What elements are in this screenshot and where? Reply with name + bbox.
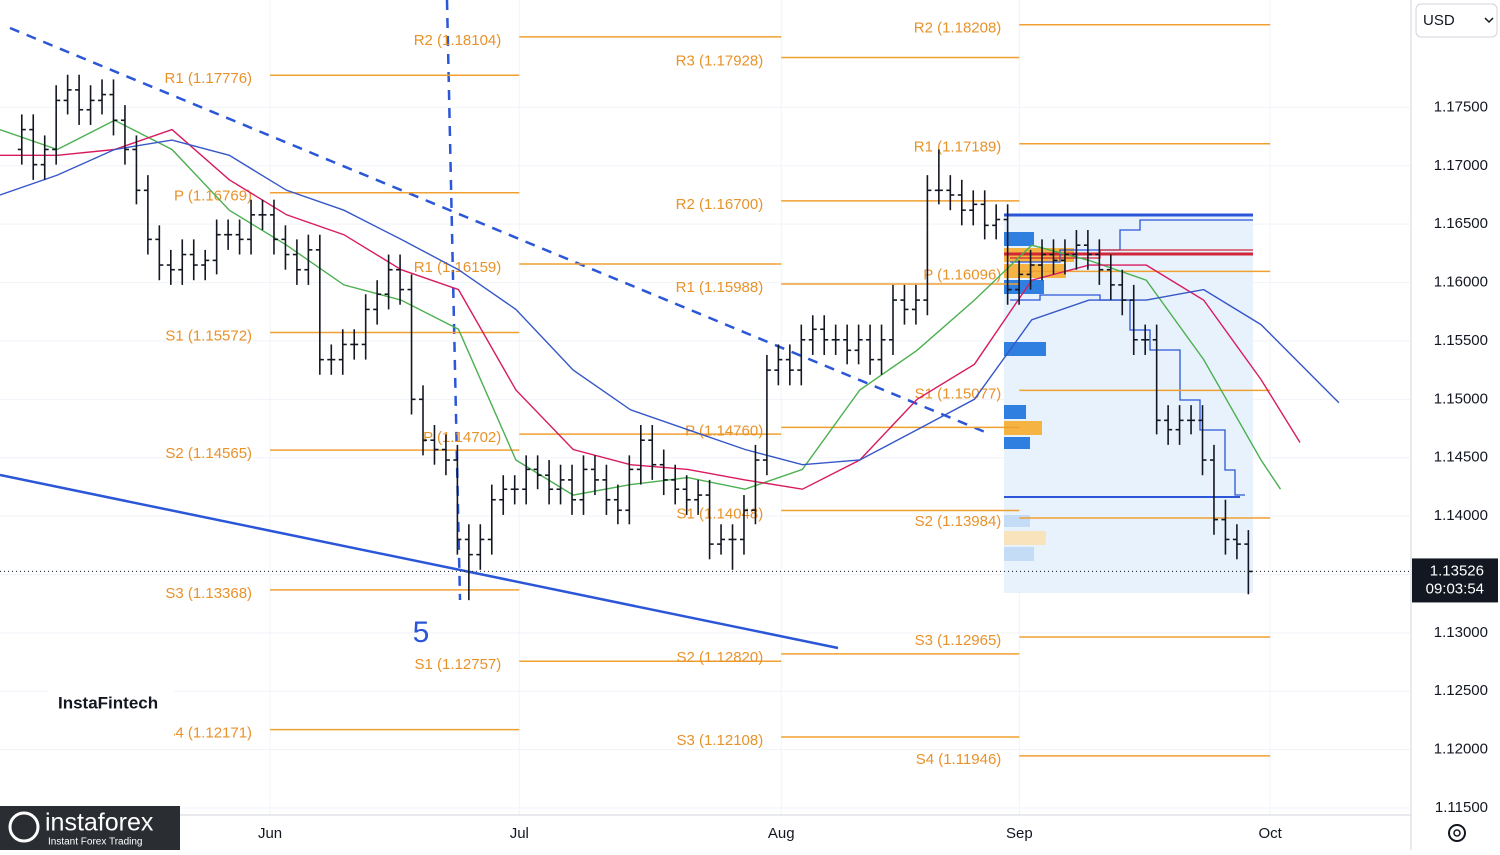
axes: 1.115001.120001.125001.130001.135001.140…: [0, 98, 1498, 842]
price-axis-panel: [1411, 0, 1500, 850]
profile-bar: [1004, 547, 1034, 561]
trend-line: [9, 26, 986, 434]
pivot-label: P (1.16096): [923, 266, 1001, 283]
currency-select[interactable]: USD: [1415, 3, 1498, 38]
pivot-label: S3 (1.13368): [165, 585, 252, 602]
x-tick-label: Aug: [768, 825, 795, 842]
logo-tagline: Instant Forex Trading: [48, 837, 143, 848]
y-tick-label: 1.11500: [1435, 799, 1488, 816]
pivots: R1 (1.17776) P (1.16769) S1 (1.15572) S2 (1…: [165, 20, 1271, 768]
profile-step: [1010, 294, 1245, 496]
pivot-label: S2 (1.12820): [676, 649, 763, 666]
pivot-label: P (1.14702): [423, 429, 501, 446]
x-tick-label: Jul: [510, 825, 529, 842]
watermark: InstaFintech: [58, 693, 158, 712]
pivot-label: R1 (1.17776): [165, 70, 253, 87]
y-tick-label: 1.16500: [1434, 215, 1488, 232]
pivot-label: R2 (1.18208): [914, 20, 1002, 37]
y-tick-label: 1.17000: [1434, 157, 1488, 174]
pivot-label: R1 (1.17189): [914, 139, 1002, 156]
wave-label: 5: [413, 616, 430, 649]
currency-label[interactable]: USD: [1423, 12, 1455, 29]
profile-bar: [1004, 342, 1046, 356]
pivot-label: S4 (1.12171): [165, 725, 252, 742]
pivot-label: S2 (1.13984): [915, 513, 1002, 530]
moving-average: [0, 139, 1340, 466]
pivot-label: R2 (1.16700): [676, 196, 764, 213]
countdown: 09:03:54: [1426, 580, 1484, 597]
last-price-box: [1412, 558, 1498, 603]
y-tick-label: 1.17500: [1434, 98, 1488, 115]
chevron[interactable]: [1484, 17, 1494, 24]
y-tick-label: 1.13000: [1434, 624, 1488, 641]
pivot-label: R1 (1.16159): [414, 259, 502, 276]
y-tick-label: 1.12500: [1434, 682, 1488, 699]
pivot-label: P (1.14760): [685, 422, 763, 439]
logo-name: instaforex: [45, 809, 154, 837]
y-tick-label: 1.14000: [1434, 507, 1488, 524]
currency-box[interactable]: [1415, 3, 1498, 38]
pivot-label: S1 (1.12757): [415, 656, 502, 673]
settings-button[interactable]: [1448, 824, 1466, 842]
watermark-box: [48, 668, 174, 740]
profile-bar: [1004, 437, 1030, 449]
y-tick-label: 1.12000: [1434, 741, 1488, 758]
x-tick-label: Oct: [1258, 825, 1282, 842]
last-price-label: 1.13526: [1430, 562, 1484, 579]
profile-bar: [1004, 405, 1026, 419]
profile-step: [1010, 219, 1253, 263]
pivot-label: S1 (1.15572): [165, 328, 252, 345]
profile-bar: [1004, 421, 1042, 435]
y-tick-label: 1.15000: [1434, 390, 1488, 407]
pivot-label: S2 (1.14565): [165, 445, 252, 462]
profile-bar: [1004, 515, 1030, 527]
x-tick-label: Sep: [1006, 825, 1033, 842]
pivot-label: S4 (1.11946): [916, 751, 1002, 768]
pivot-label: P (1.16769): [174, 188, 252, 205]
profile-bar: [1004, 232, 1034, 246]
profile-bar: [1004, 531, 1046, 545]
y-tick-label: 1.14500: [1434, 449, 1488, 466]
pivot-label: R3 (1.17928): [676, 52, 764, 69]
pivot-label: R2 (1.18104): [414, 32, 502, 49]
pivot-label: R1 (1.15988): [676, 279, 764, 296]
trend-line: [0, 473, 839, 650]
y-tick-label: 1.16000: [1434, 274, 1488, 291]
price-bars: [17, 74, 1253, 601]
pivot-label: S3 (1.12965): [915, 632, 1002, 649]
pivot-label: S1 (1.15077): [915, 385, 1002, 402]
logo-globe: [8, 811, 40, 843]
pivot-label: S1 (1.14048): [676, 505, 763, 522]
gear[interactable]: [1448, 824, 1466, 842]
y-tick-label: 1.15500: [1434, 332, 1488, 349]
pivot-label: S3 (1.12108): [676, 732, 763, 749]
x-tick-label: Jun: [258, 825, 282, 842]
gear-center[interactable]: [1453, 829, 1461, 837]
